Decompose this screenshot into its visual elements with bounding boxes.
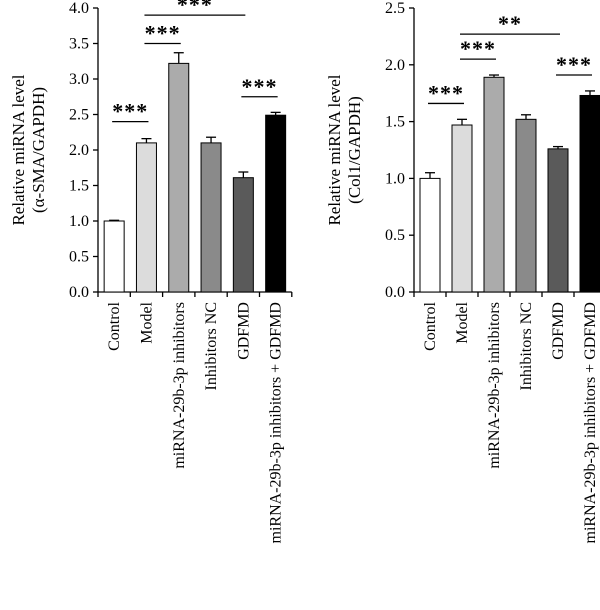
y-tick-label: 1.5 [385,114,405,131]
category-label: miRNA-29b-3p inhibitors + GDFMD [582,302,599,543]
significance-label: ** [498,11,522,36]
significance-label: *** [556,52,592,77]
y-axis-label-line1: Relative miRNA level [9,74,28,225]
chart-panel-alpha-sma: 0.0 0.5 1.0 1.5 2.0 2.5 3.0 3.5 4.0 Relative miRN… [9,0,293,543]
bar [265,114,287,293]
category-label: GDFMD [235,302,252,360]
significance-label: *** [242,74,278,99]
bar [103,220,125,293]
y-tick-label: 4.0 [69,0,89,17]
y-tick-label: 0.5 [385,227,405,244]
y-tick-label: 3.0 [69,71,89,88]
category-label: GDFMD [550,302,567,360]
y-tick-label: 2.0 [385,57,405,74]
y-tick-label: 2.0 [69,142,89,159]
category-label: miRNA-29b-3p inhibitors [171,302,188,469]
bar [547,148,569,293]
category-label: Control [422,301,439,350]
bar [135,142,157,293]
bar [200,142,222,293]
y-tick-label: 2.5 [385,0,405,17]
y-tick-label: 0.0 [385,284,405,301]
significance-label: *** [460,36,496,61]
significance-label: *** [145,21,181,46]
significance-label: *** [428,80,464,105]
bar [451,124,473,293]
y-tick-label: 0.0 [69,284,89,301]
chart-panel-col1: 0.0 0.5 1.0 1.5 2.0 2.5 Relative miRNA level (C… [325,0,600,543]
category-label: Inhibitors NC [518,302,535,390]
y-tick-label: 2.5 [69,107,89,124]
significance-label: *** [177,0,213,17]
category-label: miRNA-29b-3p inhibitors + GDFMD [268,302,285,543]
bar [232,177,254,293]
category-label: Model [138,301,155,343]
y-tick-label: 3.5 [69,36,89,53]
category-label: Control [106,301,123,350]
y-axis-label-line2: (α-SMA/GAPDH) [29,87,48,213]
bar [168,62,190,293]
y-tick-label: 1.0 [385,170,405,187]
y-tick-label: 0.5 [69,249,89,266]
bar [515,118,537,293]
y-tick-label: 1.0 [69,213,89,230]
significance-label: *** [112,99,148,124]
category-label: miRNA-29b-3p inhibitors [486,302,503,469]
bar [579,94,600,293]
category-label: Inhibitors NC [203,302,220,390]
bar [419,177,441,293]
y-tick-label: 1.5 [69,178,89,195]
y-axis-label-line2: (Col1/GAPDH) [345,96,364,204]
y-axis-label-line1: Relative miRNA level [325,74,344,225]
bar [483,76,505,293]
category-label: Model [454,301,471,343]
